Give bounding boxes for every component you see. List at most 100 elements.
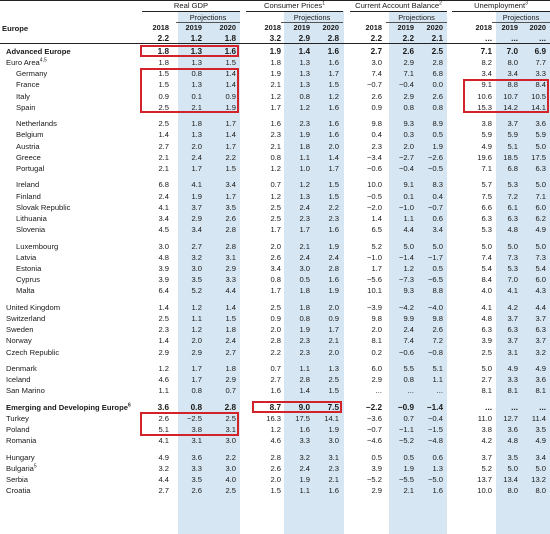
cell-value: 6.3	[535, 163, 546, 173]
cell-value: 1.7	[270, 102, 281, 112]
row-label: Slovenia	[16, 224, 45, 235]
cell-value: 2.0	[371, 325, 382, 335]
cell-value: 9.0	[298, 402, 310, 412]
cell-value: 3.5	[507, 452, 518, 462]
cell-value: 2.6	[432, 325, 443, 335]
cell-value: 0.6	[432, 452, 443, 462]
cell-value: 1.8	[158, 57, 169, 67]
cell-value: 3.9	[158, 275, 169, 285]
table-row: Germany 1.5 0.8 1.4 1.9 1.3 1.7 7.4 7.1 6.8 3.4 3.4…	[0, 68, 550, 79]
cell-value: 2.5	[270, 213, 281, 223]
cell-value: 1.4	[158, 336, 169, 346]
cell-value: 1.4	[225, 80, 236, 90]
cell-value: 0.8	[191, 386, 202, 396]
cell-value: 5.2	[191, 286, 202, 296]
cell-value: ...	[485, 402, 492, 412]
cell-value: 14.1	[531, 102, 546, 112]
row-label: Germany	[16, 68, 47, 79]
cell-value: −0.4	[428, 413, 443, 423]
cell-value: 3.7	[507, 336, 518, 346]
cell-value: 1.2	[191, 302, 202, 312]
table-row: Belgium 1.4 1.3 1.4 2.3 1.9 1.6 0.4 0.3 0.5 5.9 5.9…	[0, 129, 550, 140]
cell-value: −5.2	[367, 475, 382, 485]
cell-value: −5.2	[399, 436, 414, 446]
table-row: Denmark 1.2 1.7 1.8 0.7 1.1 1.3 6.0 5.5 5.1 5.0 4.9…	[0, 363, 550, 374]
cell-value: 2.7	[481, 375, 492, 385]
cell-value: 0.8	[403, 375, 414, 385]
cell-value: 7.1	[480, 46, 492, 56]
cell-value: 4.8	[481, 313, 492, 323]
cell-value: 3.9	[158, 263, 169, 273]
row-label: Croatia	[6, 485, 30, 496]
cell-value: 3.8	[481, 425, 492, 435]
cell-value: 1.3	[299, 80, 310, 90]
cell-value: 0.7	[270, 180, 281, 190]
cell-value: 2.0	[328, 302, 339, 312]
cell-value: −6.5	[428, 275, 443, 285]
cell-value: 4.1	[481, 302, 492, 312]
table-row: Czech Republic 2.9 2.9 2.7 2.2 2.3 2.0 0.2 −0.6 −…	[0, 347, 550, 358]
cell-value: 0.8	[191, 69, 202, 79]
cell-value: 2.9	[191, 347, 202, 357]
cell-value: 8.0	[535, 486, 546, 496]
cell-value: 8.8	[507, 80, 518, 90]
cell-value: 0.8	[299, 313, 310, 323]
cell-value: 1.6	[224, 46, 236, 56]
cell-value: −4.2	[399, 302, 414, 312]
cell-value: 3.1	[225, 252, 236, 262]
row-label: Slovak Republic	[16, 202, 70, 213]
row-label: Estonia	[16, 263, 41, 274]
cell-value: 6.0	[371, 363, 382, 373]
cell-value: 9.8	[371, 313, 382, 323]
row-label: Luxembourg	[16, 241, 58, 252]
row-label-text: Hungary	[6, 452, 35, 462]
row-label: Finland	[16, 191, 41, 202]
cell-value: 1.2	[270, 191, 281, 201]
cell-value: 1.3	[191, 130, 202, 140]
cell-value: 2.7	[191, 241, 202, 251]
row-label: Latvia	[16, 252, 36, 263]
cell-value: 1.9	[328, 241, 339, 251]
cell-value: 0.9	[270, 313, 281, 323]
cell-value: 1.1	[403, 213, 414, 223]
cell-value: −4.0	[428, 302, 443, 312]
cell-value: 4.1	[158, 202, 169, 212]
row-label-text: Austria	[16, 141, 40, 151]
cell-value: 3.4	[507, 69, 518, 79]
table-row: Austria 2.7 2.0 1.7 2.1 1.8 2.0 2.3 2.0 1.9 4.9 5.1…	[0, 141, 550, 152]
cell-value: 3.3	[507, 375, 518, 385]
cell-value: 2.6	[270, 463, 281, 473]
cell-value: 7.0	[506, 46, 518, 56]
cell-value: 2.4	[403, 325, 414, 335]
cell-value: 1.2	[328, 91, 339, 101]
cell-value: 1.3	[299, 69, 310, 79]
cell-value: 2.3	[270, 130, 281, 140]
group-title-text: Consumer Prices	[263, 1, 323, 10]
cell-value: ...	[485, 34, 492, 43]
table-row: Croatia 2.7 2.6 2.5 1.5 1.1 1.6 2.9 2.1 1.6 10.0 8.…	[0, 485, 550, 496]
cell-value: 3.4	[225, 180, 236, 190]
cell-value: 4.1	[507, 286, 518, 296]
cell-value: 1.5	[158, 80, 169, 90]
cell-value: 1.9	[225, 102, 236, 112]
cell-value: 3.7	[507, 313, 518, 323]
row-label: Malta	[16, 285, 35, 296]
cell-value: 5.3	[507, 180, 518, 190]
cell-value: 1.1	[299, 152, 310, 162]
cell-value: 7.2	[507, 191, 518, 201]
cell-value: 0.9	[371, 102, 382, 112]
cell-value: −0.7	[428, 202, 443, 212]
row-label-text: Denmark	[6, 363, 37, 373]
cell-value: 7.5	[327, 402, 339, 412]
cell-value: 1.9	[191, 191, 202, 201]
cell-value: 6.3	[481, 213, 492, 223]
cell-value: 1.8	[299, 302, 310, 312]
cell-value: 4.4	[225, 286, 236, 296]
cell-value: 2.9	[371, 486, 382, 496]
row-label-text: Turkey	[6, 413, 29, 423]
row-label-text: France	[16, 80, 40, 90]
cell-value: 1.7	[270, 225, 281, 235]
cell-value: 8.0	[507, 57, 518, 67]
cell-value: 1.4	[328, 152, 339, 162]
cell-value: 2.7	[158, 141, 169, 151]
